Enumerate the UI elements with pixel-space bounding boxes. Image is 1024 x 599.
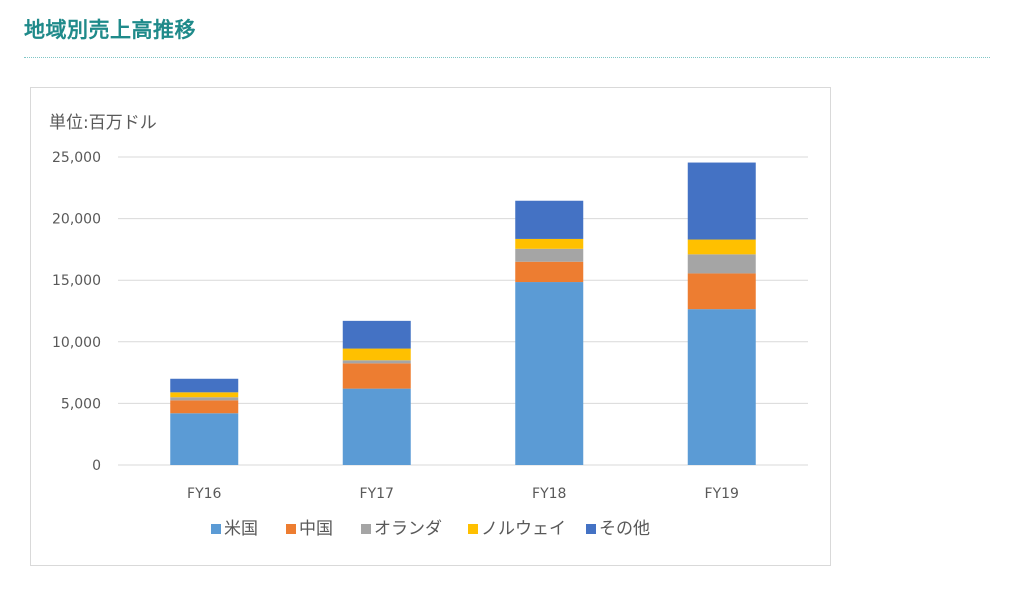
legend-item: 米国 — [211, 519, 258, 539]
legend-swatch — [586, 524, 596, 534]
legend-item: その他 — [586, 519, 650, 539]
bar-segment — [687, 162, 756, 240]
bar-segment — [515, 261, 584, 283]
bar-segment — [342, 363, 411, 389]
chart-card: 単位:百万ドル 0 5,000 10,000 15,000 20,000 25,000 F… — [30, 87, 831, 566]
x-tick-label: FY16 — [187, 486, 222, 502]
page-title: 地域別売上高推移 — [24, 18, 196, 42]
legend-swatch — [286, 524, 296, 534]
legend-label: その他 — [599, 519, 650, 539]
bar-segment — [342, 348, 411, 361]
legend-swatch — [468, 524, 478, 534]
bar-segment — [170, 400, 239, 414]
x-axis-ticks: FY16 FY17 FY18 FY19 — [187, 486, 739, 502]
y-tick-label: 0 — [92, 458, 101, 474]
legend-item: 中国 — [286, 519, 333, 539]
bar-segment — [342, 360, 411, 364]
legend-label: 中国 — [299, 519, 333, 539]
legend-label: ノルウェイ — [481, 519, 566, 539]
x-tick-label: FY18 — [532, 486, 566, 502]
bar-segment — [170, 378, 239, 393]
bar-segment — [515, 200, 584, 239]
bar-segment — [515, 238, 584, 249]
legend-label: オランダ — [374, 519, 442, 539]
bar-segment — [170, 397, 239, 401]
y-tick-label: 5,000 — [61, 396, 101, 412]
stacked-bar-chart: 単位:百万ドル 0 5,000 10,000 15,000 20,000 25,000 F… — [49, 113, 808, 539]
bar-segment — [515, 282, 584, 465]
bar-stack-FY16 — [170, 378, 239, 465]
bar-segment — [687, 254, 756, 274]
bar-segment — [170, 413, 239, 465]
x-tick-label: FY19 — [705, 486, 739, 502]
y-tick-label: 10,000 — [52, 335, 101, 351]
legend-swatch — [211, 524, 221, 534]
title-divider — [24, 57, 990, 58]
unit-label: 単位:百万ドル — [49, 113, 157, 133]
bar-segment — [342, 320, 411, 349]
bar-stack-FY18 — [515, 200, 584, 465]
bar-segment — [687, 239, 756, 255]
bars — [170, 162, 756, 465]
bar-segment — [687, 309, 756, 465]
bar-stack-FY19 — [687, 162, 756, 465]
bar-segment — [687, 273, 756, 310]
bar-stack-FY17 — [342, 320, 411, 465]
bar-segment — [170, 392, 239, 398]
y-axis-ticks: 0 5,000 10,000 15,000 20,000 25,000 — [52, 150, 101, 474]
y-tick-label: 20,000 — [52, 212, 101, 228]
x-tick-label: FY17 — [360, 486, 394, 502]
legend-swatch — [361, 524, 371, 534]
legend: 米国 中国 オランダ ノルウェイ その他 — [211, 519, 650, 539]
y-tick-label: 15,000 — [52, 273, 101, 289]
legend-label: 米国 — [224, 519, 258, 539]
bar-segment — [515, 248, 584, 262]
legend-item: オランダ — [361, 519, 442, 539]
legend-item: ノルウェイ — [468, 519, 566, 539]
y-tick-label: 25,000 — [52, 150, 101, 166]
bar-segment — [342, 388, 411, 465]
